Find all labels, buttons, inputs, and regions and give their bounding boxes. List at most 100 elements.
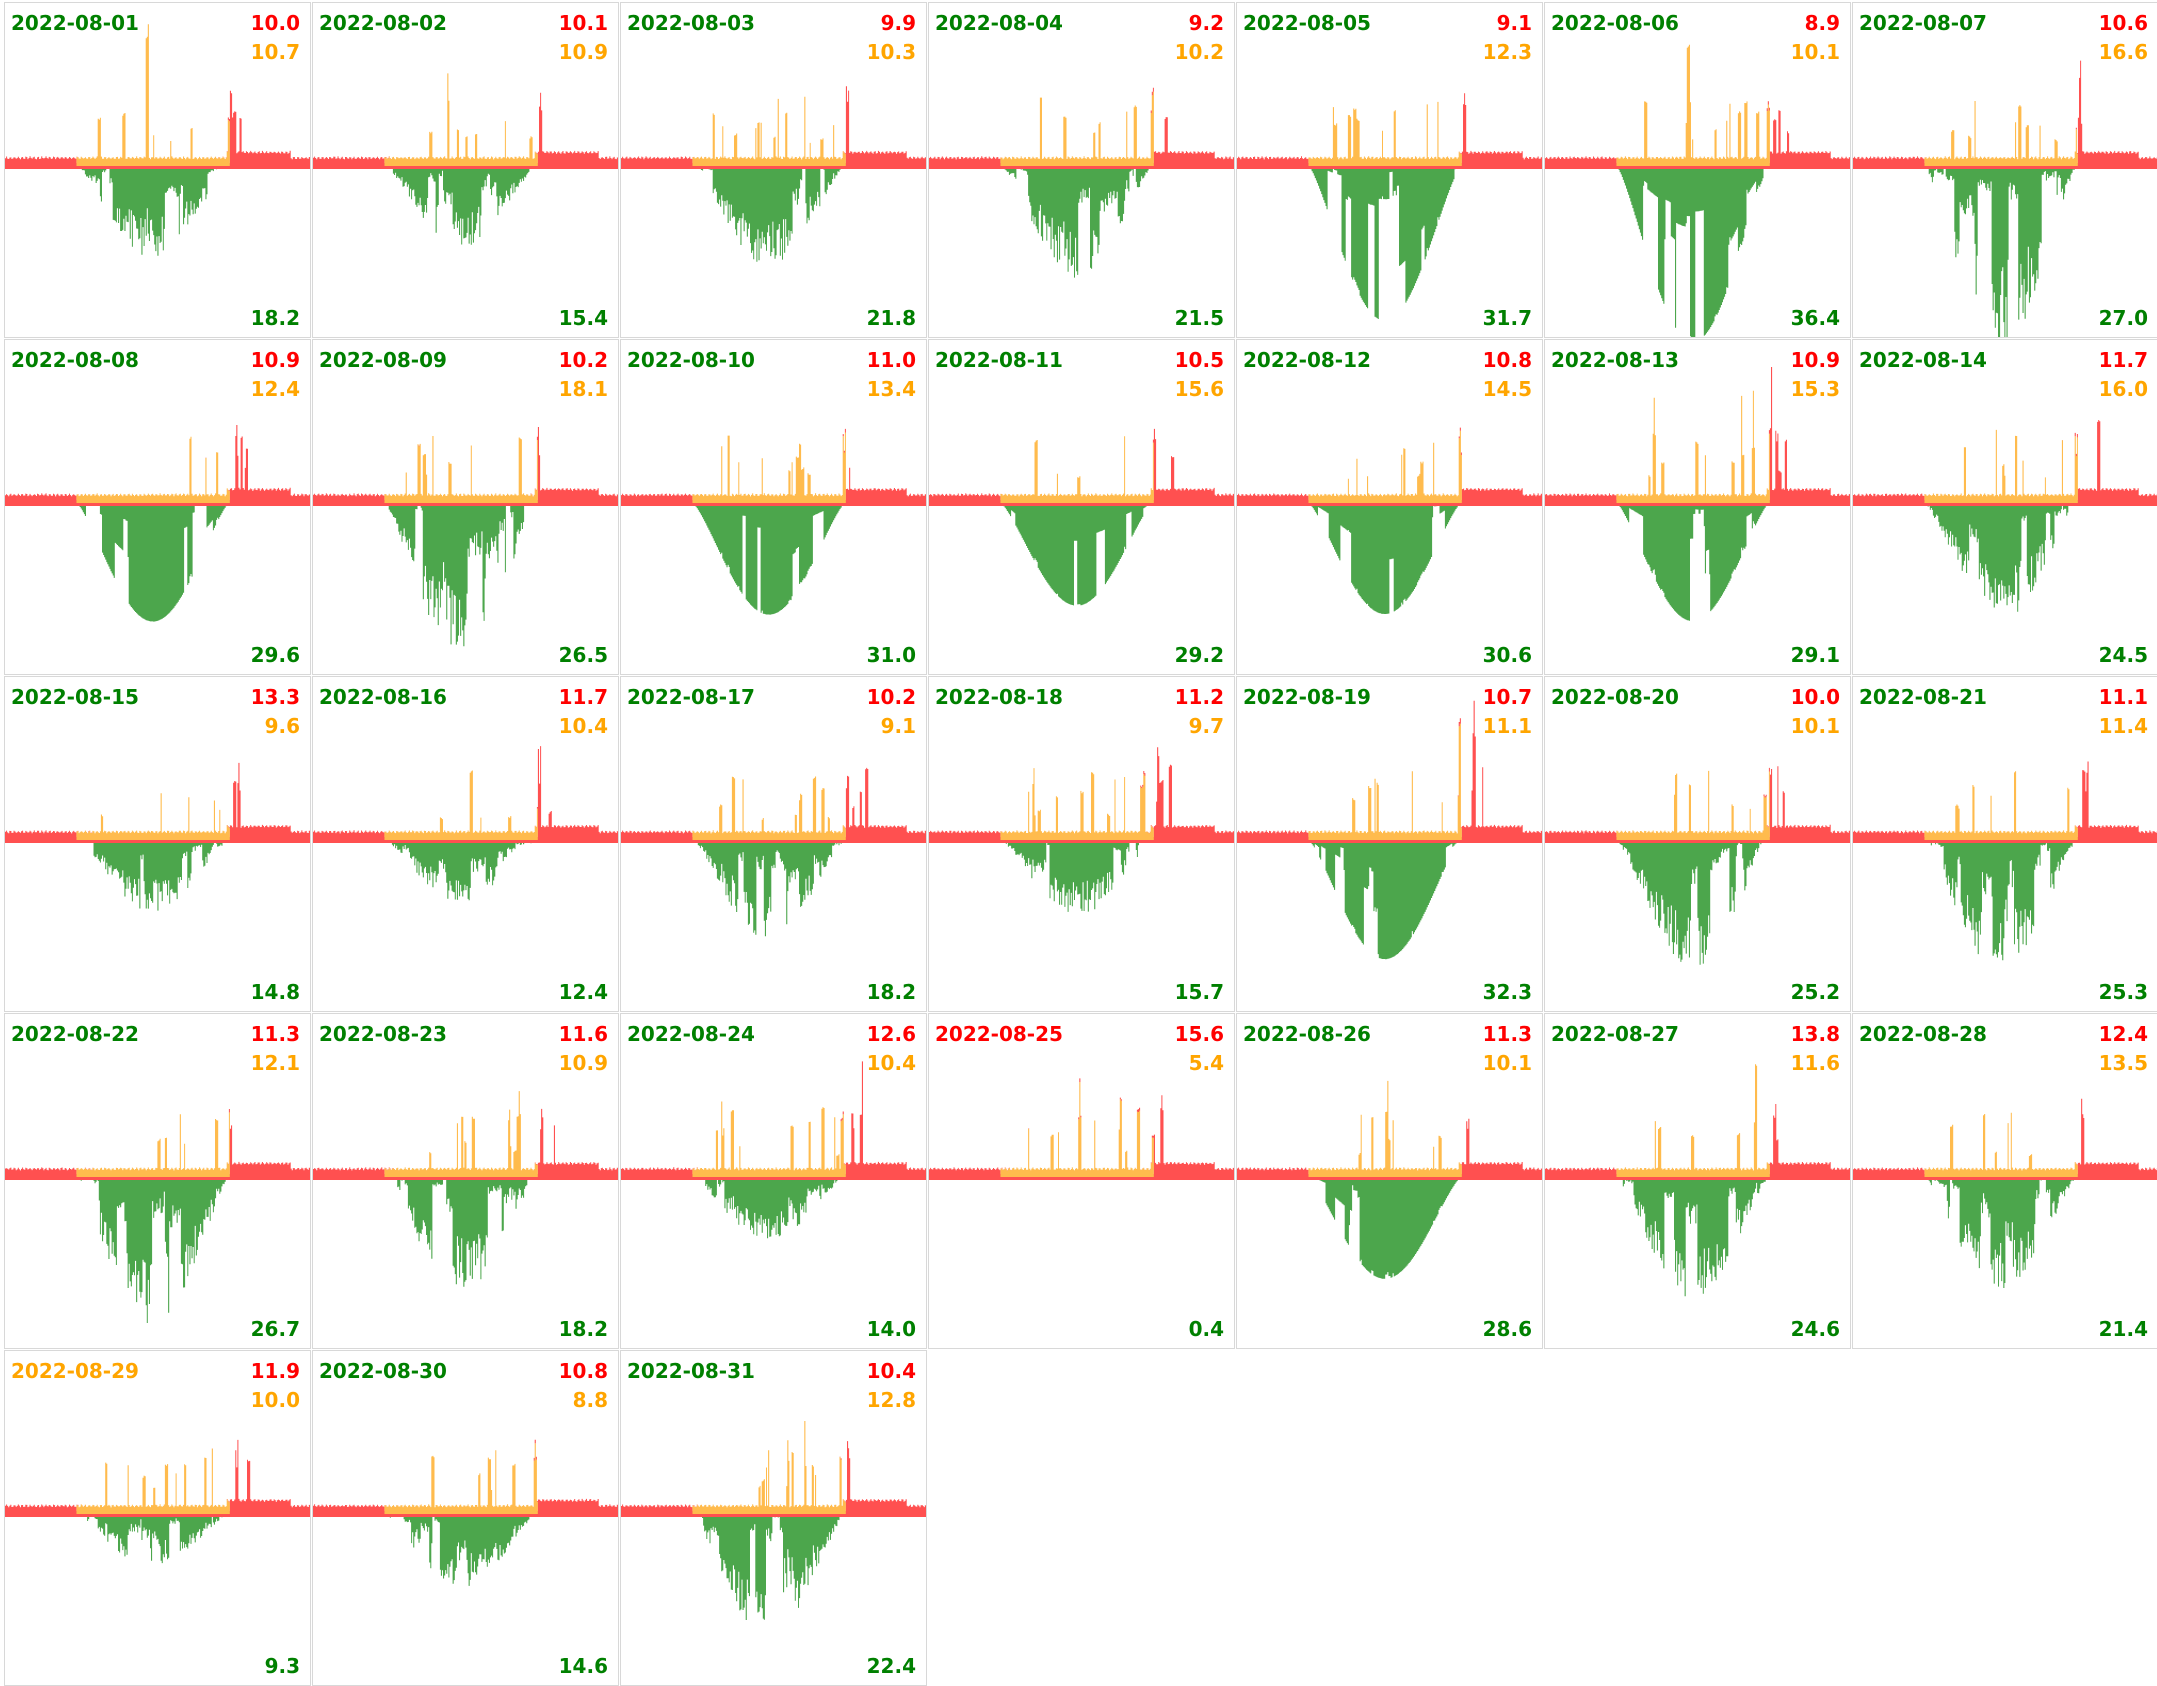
import-total-label: 10.8 [558,1359,608,1383]
date-label: 2022-08-17 [627,685,755,709]
day-chart-2022-08-31: 2022-08-31 10.4 12.8 22.4 [620,1350,927,1686]
self-consumption-total-label: 16.6 [2098,40,2148,64]
day-chart-2022-08-11: 2022-08-11 10.5 15.6 29.2 [928,339,1235,675]
date-label: 2022-08-06 [1551,11,1679,35]
export-total-label: 18.2 [558,1317,608,1341]
date-label: 2022-08-02 [319,11,447,35]
day-chart-2022-08-05: 2022-08-05 9.1 12.3 31.7 [1236,2,1543,338]
date-label: 2022-08-24 [627,1022,755,1046]
import-total-label: 10.7 [1482,685,1532,709]
export-series-area [929,166,1234,278]
import-total-label: 10.8 [1482,348,1532,372]
export-series-area [1237,503,1542,614]
export-total-label: 21.4 [2098,1317,2148,1341]
import-series-area [1545,44,1850,166]
import-total-label: 13.8 [1790,1022,1840,1046]
export-series-area [1237,166,1542,319]
import-series-area [1237,1080,1542,1177]
self-consumption-total-label: 11.4 [2098,714,2148,738]
export-total-label: 9.3 [264,1654,300,1678]
self-consumption-total-label: 12.1 [250,1051,300,1075]
export-total-label: 15.4 [558,306,608,330]
export-series-area [621,503,926,615]
self-consumption-series-area [1237,1080,1542,1177]
import-total-label: 9.9 [880,11,916,35]
self-consumption-total-label: 9.6 [264,714,300,738]
date-label: 2022-08-04 [935,11,1063,35]
import-total-label: 10.0 [250,11,300,35]
self-consumption-series-area [1853,429,2157,503]
day-chart-2022-08-15: 2022-08-15 13.3 9.6 14.8 [4,676,311,1012]
date-label: 2022-08-14 [1859,348,1987,372]
export-series-area [1237,1177,1542,1279]
day-area-plot [1853,60,2157,337]
self-consumption-total-label: 10.2 [1174,40,1224,64]
import-total-label: 11.2 [1174,685,1224,709]
import-series-area [1853,1098,2157,1177]
import-total-label: 10.6 [2098,11,2148,35]
import-total-label: 9.2 [1188,11,1224,35]
day-area-plot [1237,1080,1542,1279]
export-series-area [1545,166,1850,337]
export-total-label: 29.6 [250,643,300,667]
day-area-plot [621,428,926,615]
export-total-label: 14.0 [866,1317,916,1341]
import-series-area [621,1061,926,1177]
date-label: 2022-08-09 [319,348,447,372]
date-label: 2022-08-23 [319,1022,447,1046]
day-area-plot [5,1109,310,1323]
export-total-label: 15.7 [1174,980,1224,1004]
day-chart-2022-08-01: 2022-08-01 10.0 10.7 18.2 [4,2,311,338]
day-chart-2022-08-14: 2022-08-14 11.7 16.0 24.5 [1852,339,2157,675]
day-chart-2022-08-06: 2022-08-06 8.9 10.1 36.4 [1544,2,1851,338]
date-label: 2022-08-22 [11,1022,139,1046]
export-series-area [313,840,618,901]
self-consumption-total-label: 10.9 [558,40,608,64]
import-total-label: 9.1 [1496,11,1532,35]
self-consumption-total-label: 13.4 [866,377,916,401]
import-total-label: 10.5 [1174,348,1224,372]
self-consumption-total-label: 10.0 [250,1388,300,1412]
date-label: 2022-08-26 [1243,1022,1371,1046]
day-area-plot [1545,766,1850,965]
export-series-area [621,840,926,937]
export-total-label: 18.2 [866,980,916,1004]
import-total-label: 10.2 [558,348,608,372]
export-total-label: 29.1 [1790,643,1840,667]
import-series-area [621,86,926,166]
import-total-label: 10.1 [558,11,608,35]
self-consumption-series-area [1545,390,1850,503]
date-label: 2022-08-29 [11,1359,139,1383]
import-total-label: 11.1 [2098,685,2148,709]
day-chart-2022-08-12: 2022-08-12 10.8 14.5 30.6 [1236,339,1543,675]
self-consumption-series-area [929,1082,1234,1177]
import-series-area [929,87,1234,166]
import-total-label: 11.0 [866,348,916,372]
self-consumption-total-label: 10.4 [558,714,608,738]
export-series-area [1545,503,1850,621]
export-series-area [1237,840,1542,960]
date-label: 2022-08-12 [1243,348,1371,372]
self-consumption-total-label: 11.6 [1790,1051,1840,1075]
self-consumption-total-label: 8.8 [572,1388,608,1412]
day-area-plot [929,428,1234,606]
day-chart-2022-08-30: 2022-08-30 10.8 8.8 14.6 [312,1350,619,1686]
self-consumption-total-label: 11.1 [1482,714,1532,738]
export-total-label: 0.4 [1188,1317,1224,1341]
import-total-label: 10.0 [1790,685,1840,709]
import-series-area [5,24,310,166]
export-series-area [313,1514,618,1586]
import-total-label: 12.4 [2098,1022,2148,1046]
export-total-label: 14.6 [558,1654,608,1678]
day-chart-2022-08-03: 2022-08-03 9.9 10.3 21.8 [620,2,927,338]
day-chart-2022-08-17: 2022-08-17 10.2 9.1 18.2 [620,676,927,1012]
self-consumption-total-label: 10.4 [866,1051,916,1075]
day-area-plot [1237,700,1542,960]
export-total-label: 25.2 [1790,980,1840,1004]
import-series-area [5,1109,310,1177]
day-chart-2022-08-16: 2022-08-16 11.7 10.4 12.4 [312,676,619,1012]
import-total-label: 11.7 [2098,348,2148,372]
import-total-label: 10.9 [1790,348,1840,372]
export-total-label: 27.0 [2098,306,2148,330]
export-total-label: 24.5 [2098,643,2148,667]
